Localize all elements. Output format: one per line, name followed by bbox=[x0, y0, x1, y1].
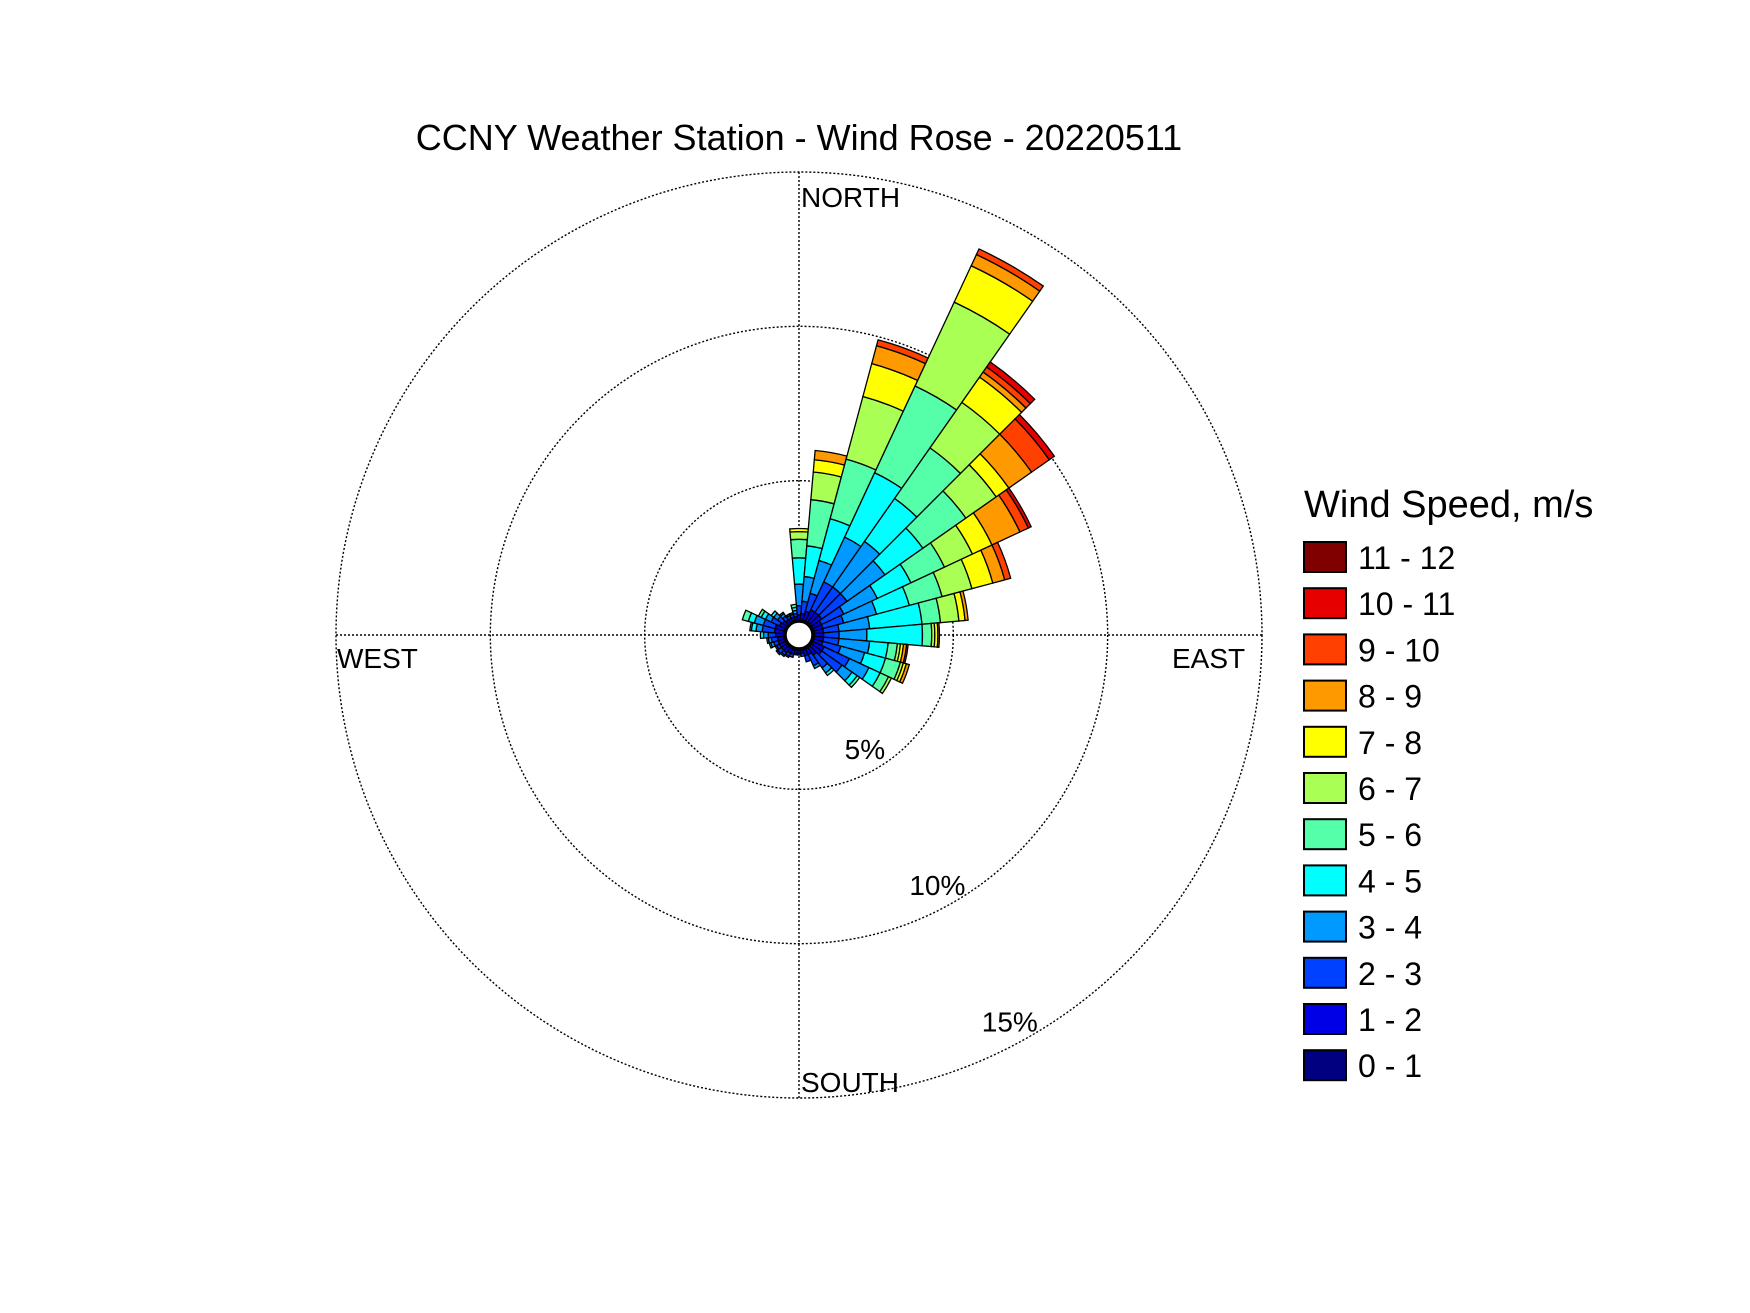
petal-50-10-11 bbox=[1014, 413, 1056, 461]
legend-label: 4 - 5 bbox=[1358, 863, 1422, 899]
ring-label-10: 10% bbox=[909, 870, 965, 901]
petal-300-5-6 bbox=[757, 608, 766, 619]
chart-title: CCNY Weather Station - Wind Rose - 20220… bbox=[416, 117, 1182, 158]
legend-label: 11 - 12 bbox=[1358, 540, 1455, 576]
legend-label: 3 - 4 bbox=[1358, 910, 1422, 946]
petal-350-5-6 bbox=[790, 603, 798, 609]
petal-290-5-6 bbox=[741, 609, 753, 623]
legend-label: 9 - 10 bbox=[1358, 632, 1440, 668]
legend-swatch bbox=[1303, 1049, 1347, 1082]
petal-0-6-7 bbox=[789, 530, 809, 541]
petal-80-8-9 bbox=[959, 590, 969, 622]
legend-label: 5 - 6 bbox=[1358, 817, 1422, 853]
petal-320-4-5 bbox=[778, 611, 785, 618]
legend-swatch bbox=[1303, 633, 1347, 666]
petal-120-6-7 bbox=[879, 675, 893, 695]
legend-swatch bbox=[1303, 541, 1347, 573]
petal-110-8-9 bbox=[898, 662, 911, 685]
petal-90-8-9 bbox=[936, 622, 941, 648]
legend: 11 - 12 10 - 11 9 - 10 8 - 9 7 - 8 6 - 7 5 - 6… bbox=[1303, 540, 1455, 1084]
ring-10 bbox=[489, 325, 1109, 945]
petal-130-5-6 bbox=[848, 674, 861, 689]
legend-label: 6 - 7 bbox=[1358, 771, 1422, 807]
ring-label-5: 5% bbox=[845, 734, 885, 765]
petal-40-10-11 bbox=[985, 361, 1036, 405]
legend-swatch bbox=[1303, 679, 1347, 712]
petal-70-9-10 bbox=[991, 541, 1012, 581]
legend-swatch bbox=[1303, 818, 1347, 851]
east-label: EAST bbox=[1172, 643, 1245, 674]
petal-150-3-4 bbox=[812, 661, 822, 670]
west-label: WEST bbox=[337, 643, 418, 674]
calm-circle bbox=[785, 621, 813, 649]
petal-140-4-5 bbox=[824, 666, 835, 677]
legend-swatch bbox=[1303, 864, 1347, 897]
legend-swatch bbox=[1303, 725, 1347, 758]
petal-30-9-10 bbox=[975, 248, 1045, 293]
legend-swatch bbox=[1303, 1003, 1347, 1035]
legend-label: 10 - 11 bbox=[1358, 586, 1455, 622]
legend-title: Wind Speed, m/s bbox=[1304, 484, 1593, 526]
petal-270-4-5 bbox=[759, 630, 765, 640]
petal-0-7-8 bbox=[789, 527, 809, 533]
legend-swatch bbox=[1303, 587, 1347, 620]
legend-label: 8 - 9 bbox=[1358, 679, 1422, 715]
petal-230-3-4 bbox=[775, 649, 782, 656]
radial-tick-labels: 5% 10% 15% bbox=[845, 734, 1038, 1038]
north-label: NORTH bbox=[801, 182, 900, 213]
petal-60-10-11 bbox=[1005, 487, 1033, 529]
petal-170-2-3 bbox=[799, 652, 806, 658]
legend-swatch bbox=[1303, 910, 1347, 943]
legend-swatch bbox=[1303, 956, 1347, 989]
petal-160-2-3 bbox=[803, 653, 812, 663]
legend-label: 0 - 1 bbox=[1358, 1048, 1422, 1084]
legend-label: 7 - 8 bbox=[1358, 725, 1422, 761]
south-label: SOUTH bbox=[801, 1067, 899, 1098]
wind-petals bbox=[741, 248, 1056, 695]
petal-310-4-5 bbox=[770, 610, 779, 619]
petal-260-4-5 bbox=[766, 636, 770, 645]
petal-90-5-6 bbox=[921, 622, 933, 648]
legend-swatch bbox=[1303, 772, 1347, 804]
legend-label: 1 - 2 bbox=[1358, 1002, 1422, 1038]
petal-0-5-6 bbox=[789, 538, 809, 559]
ring-label-15: 15% bbox=[982, 1006, 1038, 1037]
legend-label: 2 - 3 bbox=[1358, 956, 1422, 992]
